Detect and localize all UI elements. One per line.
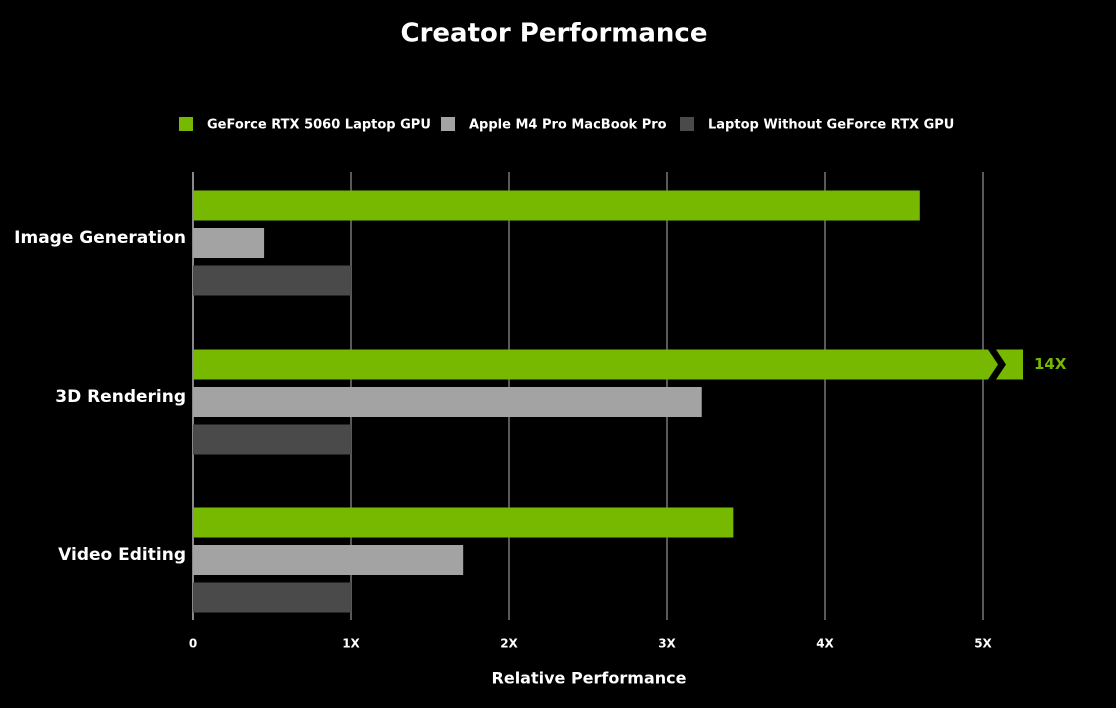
value-label: 14X — [1034, 355, 1067, 373]
x-axis-label: Relative Performance — [492, 669, 687, 688]
bar — [193, 349, 1023, 380]
chart-title: Creator Performance — [401, 19, 708, 49]
legend-label: Laptop Without GeForce RTX GPU — [708, 118, 954, 133]
bar — [193, 190, 920, 221]
legend-label: Apple M4 Pro MacBook Pro — [469, 118, 667, 133]
bar — [193, 507, 734, 538]
legend-swatch — [441, 117, 455, 131]
x-tick-label: 5X — [974, 637, 992, 651]
category-label: Image Generation — [14, 228, 186, 248]
bar — [193, 265, 351, 296]
x-tick-label: 0 — [189, 637, 197, 651]
x-tick-label: 3X — [658, 637, 676, 651]
category-label: Video Editing — [58, 545, 186, 565]
x-tick-label: 2X — [500, 637, 518, 651]
axis-break — [988, 349, 1006, 380]
legend-swatch — [680, 117, 694, 131]
bar — [193, 387, 702, 417]
x-tick-label: 4X — [816, 637, 834, 651]
category-label: 3D Rendering — [55, 387, 186, 407]
bar — [193, 424, 351, 455]
legend-label: GeForce RTX 5060 Laptop GPU — [207, 118, 431, 133]
x-tick-label: 1X — [342, 637, 360, 651]
bar — [193, 228, 265, 258]
bar — [193, 545, 464, 575]
bar — [193, 582, 351, 613]
legend-swatch — [179, 117, 193, 131]
